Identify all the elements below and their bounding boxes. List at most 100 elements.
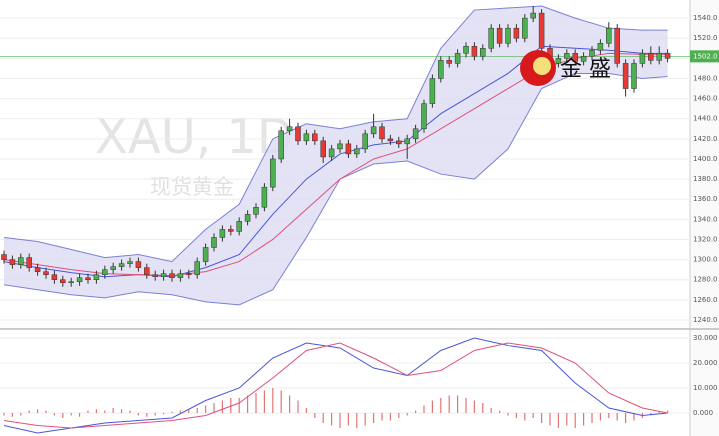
candle-body [51, 274, 58, 280]
candle-body [186, 273, 192, 275]
candle-body [34, 267, 41, 272]
candle-body [85, 277, 91, 280]
candle-body [370, 126, 377, 135]
candle-body [26, 257, 32, 268]
candle-body [446, 60, 452, 64]
axis-panel [690, 0, 719, 436]
macd-line [3, 342, 668, 429]
candle-body [345, 143, 352, 155]
candle-body [505, 27, 511, 44]
y-tick-label: 10.000 [693, 384, 718, 392]
y-tick-label: 1340.0 [693, 215, 718, 223]
candle-body [471, 46, 478, 57]
candle-body [328, 148, 335, 158]
candle-body [387, 138, 394, 142]
candle-body [412, 128, 419, 140]
candle-body [480, 48, 486, 57]
y-tick-label: 1540.0 [693, 14, 718, 22]
band-upper [3, 5, 668, 263]
candle-body [18, 257, 24, 265]
y-tick-label: 1260.0 [693, 296, 718, 304]
candle-body [572, 53, 578, 62]
candle-body [160, 273, 167, 277]
candle-body [261, 186, 268, 208]
candle-body [286, 126, 293, 132]
candle-body [589, 50, 595, 57]
candle-body [538, 12, 545, 49]
y-tick-label: 1520.0 [693, 34, 718, 42]
y-tick-label: 1380.0 [693, 175, 718, 183]
last-price-label: 1502.0 [693, 52, 718, 60]
candle-body [522, 17, 528, 39]
candle-body [530, 12, 536, 19]
y-tick-label: 1320.0 [693, 235, 718, 243]
candle-body [429, 78, 436, 104]
candle-body [144, 267, 150, 275]
y-tick-label: 1400.0 [693, 155, 718, 163]
candle-body [656, 53, 662, 61]
candle-body [110, 266, 116, 270]
candle-body [564, 53, 570, 59]
band-fill [4, 6, 668, 305]
macd-line [3, 337, 668, 434]
y-tick-label: 30.000 [693, 334, 718, 342]
candle-body [337, 143, 343, 150]
y-tick-label: 0.000 [693, 409, 713, 417]
y-tick-label: 1460.0 [693, 95, 718, 103]
candle-body [219, 229, 226, 238]
candle-body [438, 60, 444, 79]
candle-body [135, 261, 142, 268]
y-tick-label: 1360.0 [693, 195, 718, 203]
candle-body [43, 271, 49, 275]
candle-body [555, 58, 562, 64]
candle-body [194, 261, 200, 275]
candle-body [664, 53, 671, 59]
candle-body [622, 63, 629, 89]
candle-body [102, 269, 108, 275]
candle-body [270, 158, 276, 188]
candle-body [118, 263, 125, 267]
logo-inner [533, 57, 551, 75]
candle-body [278, 130, 284, 160]
candle-body [354, 148, 360, 155]
candle-body [244, 214, 251, 222]
candle-body [396, 140, 402, 145]
candle-body [127, 261, 133, 264]
candle-body [580, 56, 587, 62]
last-price-box [690, 50, 719, 63]
candle-body [597, 43, 604, 51]
candle-body [1, 254, 7, 260]
candle-body [463, 46, 469, 54]
candle-body [211, 237, 217, 248]
candle-body [202, 247, 209, 262]
candle-body [228, 229, 234, 232]
candle-body [93, 274, 100, 280]
candle-body [606, 27, 612, 44]
candle-body [169, 273, 175, 278]
candle-body [404, 138, 410, 145]
candle-body [421, 103, 427, 130]
y-tick-label: 1440.0 [693, 115, 718, 123]
candle-body [513, 27, 520, 39]
candle-body [320, 140, 326, 158]
candle-body [379, 126, 385, 140]
candle-body [253, 207, 259, 215]
candle-body [362, 133, 368, 150]
candle-body [303, 133, 310, 142]
candle-body [648, 53, 654, 61]
candle-body [488, 27, 494, 49]
y-tick-label: 1420.0 [693, 135, 718, 143]
y-tick-label: 1480.0 [693, 74, 718, 82]
candle-body [496, 27, 503, 44]
y-tick-label: 1280.0 [693, 276, 718, 284]
candle-body [454, 53, 461, 64]
ma-line [3, 45, 668, 278]
candle-body [639, 53, 646, 64]
candle-body [9, 259, 16, 265]
ma-line [3, 52, 668, 277]
candle-body [236, 221, 242, 232]
candle-body [312, 133, 318, 142]
candle-body [631, 63, 637, 89]
candle-body [60, 279, 66, 283]
